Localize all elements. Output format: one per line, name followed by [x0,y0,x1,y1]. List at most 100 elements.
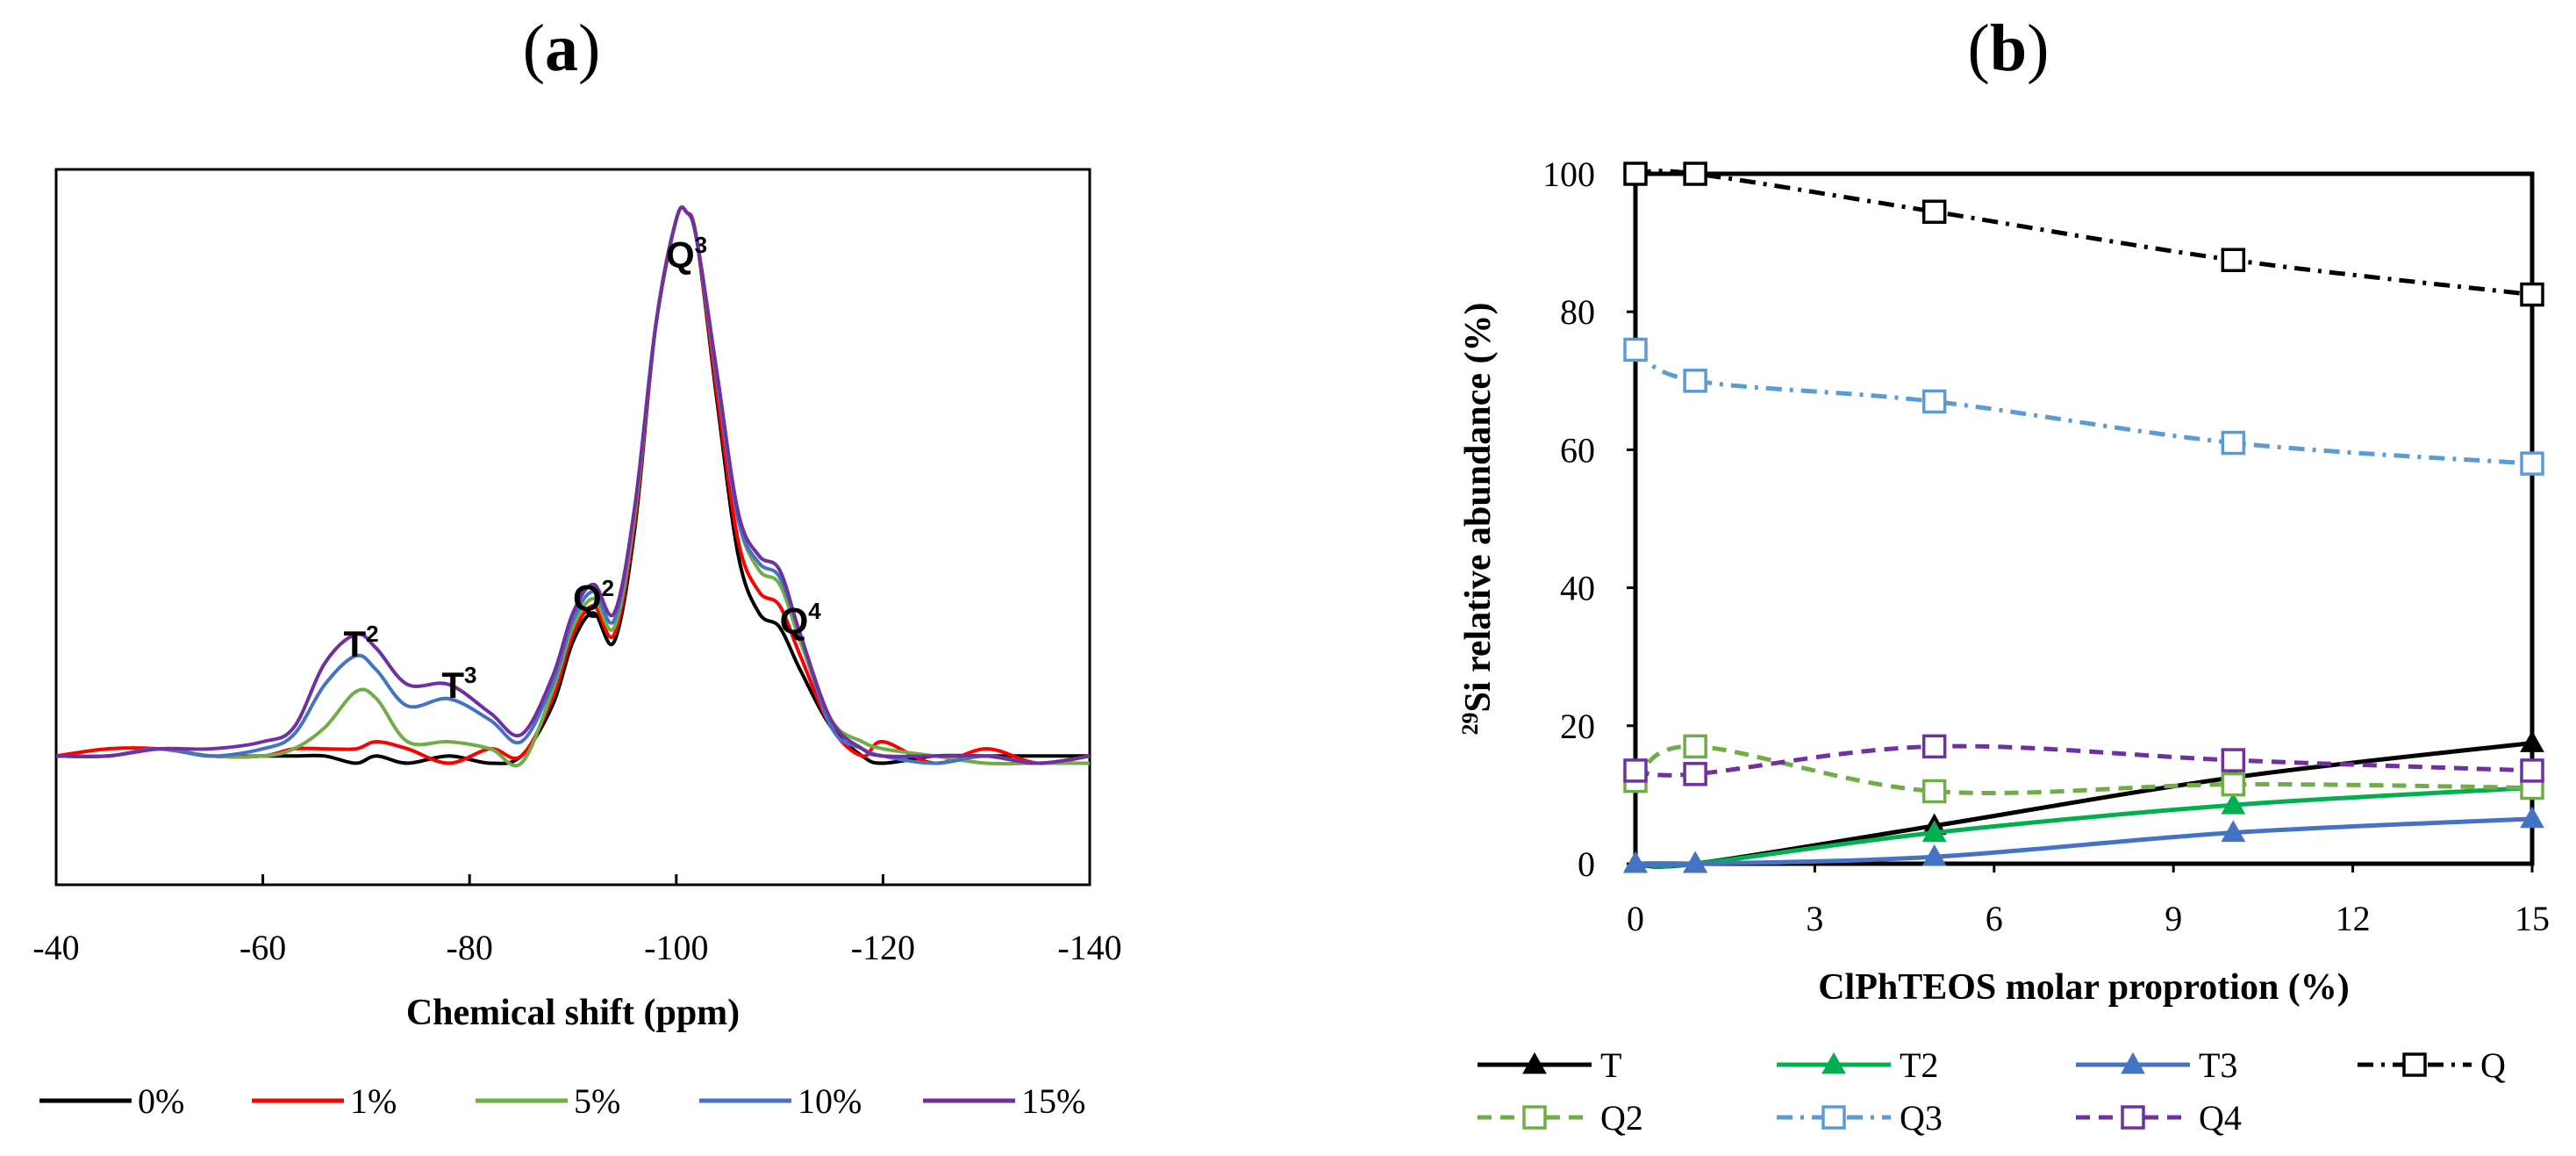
panel-a-legend: 0% 1% 5% 10% 15% [39,1081,1085,1121]
y-tick-label: 40 [1560,569,1595,608]
panel-b-plot-frame [1633,171,2535,866]
panel-b: (b) 0 20 40 60 80 100 0 3 6 9 12 15 29Si relative … [1457,11,2550,1138]
data-point-q [1921,199,1947,224]
panel-a: (a) T2 T3 Q2 Q3 Q4 -40 -60 -80 -100 -120 -140 Che… [32,11,1121,1121]
data-point-q4 [1623,758,1648,783]
panel-b-x-axis-label: ClPhTEOS molar proprotion (%) [1818,967,2350,1008]
series-line-q4 [1635,743,2533,778]
data-point-t3 [1683,851,1707,873]
data-point-t2 [1921,820,1947,843]
peak-label-q2: Q2 [573,575,614,619]
spectrum-line-0pct [55,205,1090,765]
series-line-q [1635,169,2533,298]
data-point-q2 [2221,772,2246,797]
x-tick-label: -60 [240,928,286,967]
series-t3 [1623,806,2544,873]
panel-b-title: (b) [1968,11,2050,85]
x-tick-label: -120 [851,928,915,967]
data-point-q [2221,248,2246,272]
data-point-q [1683,162,1707,186]
y-tick-label: 80 [1560,292,1595,332]
x-tick-label: 12 [2336,899,2371,938]
data-point-q4 [1921,734,1947,759]
legend-swatch-marker [1522,1052,1547,1074]
legend-label: 1% [350,1081,397,1121]
peak-label-t3: T3 [441,662,476,706]
panel-b-x-ticks: 0 3 6 9 12 15 [1627,864,2550,938]
panel-b-y-axis-label: 29Si relative abundance (%) [1457,302,1499,735]
legend-swatch-marker [1522,1105,1547,1130]
series-q2 [1623,734,2544,804]
x-tick-label: -40 [32,928,79,967]
panel-b-legend: T T2 T3 Q Q2 Q3 Q4 [1478,1045,2506,1138]
series-line-q2 [1634,743,2533,796]
data-point-q2 [1921,779,1947,804]
peak-label-q3: Q3 [666,232,707,276]
y-tick-label: 0 [1578,844,1595,884]
y-tick-label: 60 [1560,430,1595,470]
legend-label: T [1600,1045,1621,1085]
legend-label: Q2 [1600,1098,1643,1138]
x-tick-label: -140 [1057,928,1121,967]
legend-label: Q4 [2199,1098,2242,1138]
data-point-t3 [1623,851,1648,873]
series-q [1623,162,2544,307]
y-tick-label: 100 [1542,154,1595,194]
panel-b-lines [1623,162,2544,873]
data-point-q3 [1623,337,1648,363]
legend-label: T2 [1900,1045,1938,1085]
legend-swatch-marker [1821,1052,1846,1074]
x-tick-label: 9 [2165,899,2182,938]
legend-swatch-marker [2121,1052,2145,1074]
legend-label: 15% [1021,1081,1085,1121]
series-q3 [1623,337,2544,476]
data-point-q3 [1683,369,1707,393]
data-point-t2 [2221,792,2246,815]
data-point-q [1623,162,1648,186]
x-tick-label: 0 [1627,899,1644,938]
spectrum-line-5pct [55,205,1090,768]
x-tick-label: 3 [1806,899,1823,938]
legend-label: 0% [138,1081,184,1121]
data-point-t3 [2221,820,2246,843]
spectrum-line-10pct [55,205,1091,765]
spectrum-line-1pct [55,205,1091,765]
panel-a-x-axis-label: Chemical shift (ppm) [406,993,740,1033]
panel-a-title: (a) [523,11,601,85]
data-point-t3 [2520,806,2544,829]
peak-label-q4: Q4 [780,598,822,642]
series-t [1623,730,2544,873]
series-line-t3 [1635,816,2533,867]
legend-label: 5% [574,1081,620,1121]
legend-label: 10% [798,1081,862,1121]
panel-a-x-ticks: -40 -60 -80 -100 -120 -140 [32,874,1122,967]
data-point-q [2520,282,2544,307]
peak-label-t2: T2 [343,621,378,664]
legend-label: Q [2480,1045,2506,1085]
data-point-q3 [2221,430,2246,456]
x-tick-label: 6 [1986,899,2003,938]
panel-a-peak-annotations: T2 T3 Q2 Q3 Q4 [343,232,821,706]
data-point-t [2520,730,2544,752]
series-q4 [1623,734,2544,786]
data-point-t3 [1921,844,1947,866]
data-point-q4 [2221,748,2246,772]
data-point-q3 [1921,389,1947,414]
panel-a-plot-frame [54,168,1091,887]
x-tick-label: 15 [2515,899,2550,938]
legend-label: T3 [2199,1045,2237,1085]
data-point-q4 [2520,758,2544,783]
legend-label: Q3 [1900,1098,1943,1138]
panel-a-lines [55,205,1091,768]
y-tick-label: 20 [1560,707,1595,746]
legend-swatch-marker [2121,1105,2145,1130]
data-point-q2 [1683,734,1707,759]
legend-swatch-marker [2402,1052,2427,1077]
x-tick-label: -80 [447,928,493,967]
x-tick-label: -100 [644,928,708,967]
series-line-q3 [1634,348,2533,466]
data-point-q4 [1683,762,1707,786]
legend-swatch-marker [1821,1105,1846,1130]
panel-b-y-ticks: 0 20 40 60 80 100 [1542,154,1635,884]
